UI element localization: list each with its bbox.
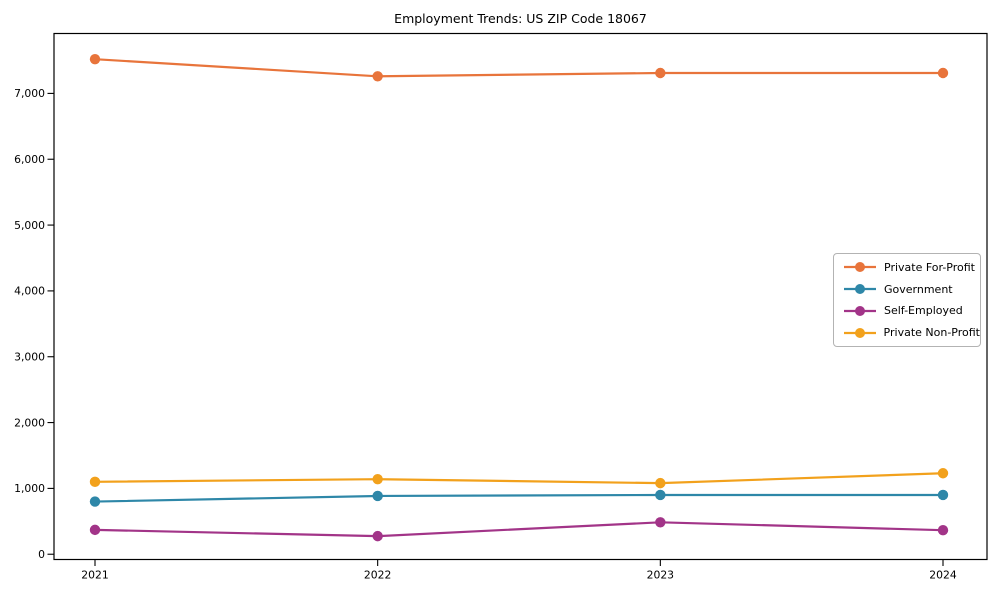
legend-label: Private For-Profit (884, 260, 975, 274)
legend-label: Government (884, 282, 953, 296)
legend-item: Private For-Profit (834, 257, 980, 278)
data-point (937, 489, 949, 501)
x-tick-label: 2022 (364, 569, 391, 582)
legend-marker-icon (844, 284, 876, 295)
y-tick-label: 1,000 (14, 482, 45, 495)
y-tick-label: 2,000 (14, 416, 45, 429)
legend: Private For-Profit Government Self-Employe… (833, 253, 981, 347)
data-point (89, 496, 101, 507)
x-tick-label: 2024 (929, 569, 957, 582)
data-point (372, 530, 383, 542)
y-tick-label: 7,000 (14, 87, 45, 100)
data-point (655, 517, 666, 528)
data-point (372, 473, 383, 485)
legend-marker-icon (844, 305, 876, 316)
y-tick-label: 0 (38, 548, 45, 561)
data-point (89, 476, 101, 488)
series-line (93, 58, 945, 78)
legend-label: Private Non-Profit (883, 326, 980, 340)
series-line (93, 521, 945, 538)
legend-item: Self-Employed (834, 300, 980, 321)
data-point (655, 67, 666, 79)
data-point (937, 525, 949, 536)
y-tick-label: 6,000 (14, 153, 45, 166)
series-line (93, 493, 945, 503)
legend-marker-icon (844, 262, 876, 273)
plot-spines (53, 32, 988, 561)
y-tick-label: 5,000 (14, 219, 45, 232)
series-line (93, 472, 945, 485)
legend-marker-icon (844, 327, 876, 338)
chart-title: Employment Trends: US ZIP Code 18067 (394, 11, 647, 26)
data-point (655, 489, 666, 501)
y-tick-label: 3,000 (14, 351, 45, 364)
data-point (655, 477, 666, 489)
data-point (89, 524, 101, 536)
legend-item: Government (834, 279, 980, 300)
data-point (937, 67, 949, 79)
legend-label: Self-Employed (884, 304, 963, 318)
data-point (89, 53, 101, 65)
data-point (372, 71, 383, 82)
y-tick-label: 4,000 (14, 285, 45, 298)
data-point (937, 468, 949, 479)
legend-item: Private Non-Profit (834, 322, 980, 343)
data-point (372, 490, 383, 502)
x-tick-label: 2023 (647, 569, 674, 582)
x-tick-label: 2021 (81, 569, 108, 582)
